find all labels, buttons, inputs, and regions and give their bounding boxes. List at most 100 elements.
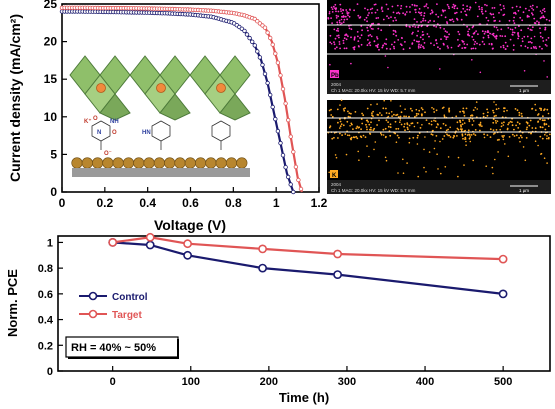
jv-xtick-label: 0.4 xyxy=(139,196,156,210)
k-signal-dot xyxy=(384,156,387,159)
pb-signal-dot xyxy=(442,9,445,12)
pb-signal-dot xyxy=(457,45,460,48)
pb-signal-dot xyxy=(451,6,454,9)
pb-signal-dot xyxy=(455,11,458,14)
k-signal-dot xyxy=(339,127,341,129)
pb-signal-dot xyxy=(483,43,486,46)
pb-signal-dot xyxy=(508,19,511,22)
pb-signal-dot xyxy=(348,15,351,18)
k-signal-dot xyxy=(443,114,446,116)
pb-signal-dot xyxy=(498,12,500,14)
pb-signal-dot xyxy=(496,29,499,31)
k-signal-dot xyxy=(530,132,532,135)
pb-signal-dot xyxy=(422,45,424,48)
k-signal-dot xyxy=(457,128,460,131)
k-signal-dot xyxy=(397,172,399,174)
pb-signal-dot xyxy=(546,45,548,47)
k-signal-dot xyxy=(548,125,550,127)
k-signal-dot xyxy=(330,108,332,111)
pb-signal-dot xyxy=(397,11,400,14)
pb-signal-dot xyxy=(425,5,427,7)
k-signal-dot xyxy=(385,119,388,122)
pb-signal-dot xyxy=(339,47,341,50)
jv-point-1 xyxy=(298,186,304,192)
k-signal-dot xyxy=(448,134,451,137)
pb-signal-dot xyxy=(491,7,494,9)
jv-point-0 xyxy=(286,174,291,180)
pb-signal-dot xyxy=(423,47,425,49)
pb-signal-dot xyxy=(378,48,380,51)
pb-signal-dot xyxy=(450,46,453,49)
k-signal-dot xyxy=(436,123,439,125)
pb-signal-dot xyxy=(386,15,388,18)
k-signal-dot xyxy=(408,115,410,118)
k-signal-dot xyxy=(465,107,468,110)
pb-signal-dot xyxy=(381,6,383,9)
jv-point-1 xyxy=(270,42,275,47)
pb-signal-dot xyxy=(538,45,541,48)
k-signal-dot xyxy=(493,115,496,118)
k-signal-dot xyxy=(547,118,550,120)
pb-signal-dot xyxy=(376,46,379,49)
jv-ylabel: Current density (mA/cm²) xyxy=(7,14,23,182)
pb-signal-dot xyxy=(328,12,331,15)
pb-signal-dot xyxy=(474,40,477,43)
k-signal-dot xyxy=(416,143,419,145)
pb-signal-dot xyxy=(501,35,504,37)
jv-ytick-label: 0 xyxy=(50,185,57,199)
pb-signal-dot xyxy=(405,25,408,28)
k-signal-dot xyxy=(408,137,411,140)
pb-signal-dot xyxy=(530,47,533,49)
pb-signal-dot xyxy=(539,32,542,34)
jv-point-0 xyxy=(249,39,255,44)
pb-signal-dot xyxy=(456,7,459,10)
pb-signal-dot xyxy=(499,4,502,6)
pb-signal-dot xyxy=(530,41,533,44)
k-signal-dot xyxy=(548,137,550,140)
k-signal-dot xyxy=(514,108,517,110)
pb-signal-dot xyxy=(396,4,399,7)
k-signal-dot xyxy=(354,111,357,113)
jv-point-1 xyxy=(280,86,286,92)
jv-point-0 xyxy=(244,32,250,37)
pb-signal-dot xyxy=(492,16,495,19)
pb-signal-dot xyxy=(487,19,490,22)
pb-signal-dot xyxy=(366,26,369,29)
pb-signal-dot xyxy=(420,21,422,23)
k-signal-dot xyxy=(382,134,385,136)
k-signal-dot xyxy=(513,128,515,131)
pb-signal-dot xyxy=(327,17,330,19)
k-signal-dot xyxy=(528,124,531,127)
pb-signal-dot xyxy=(377,43,379,46)
pb-signal-dot xyxy=(492,34,495,37)
pb-signal-dot xyxy=(391,43,393,46)
k-signal-dot xyxy=(472,120,475,122)
k-signal-dot xyxy=(497,151,499,153)
jv-point-0 xyxy=(275,128,281,134)
pb-signal-dot xyxy=(473,31,476,34)
k-signal-dot xyxy=(517,127,520,129)
pb-signal-dot xyxy=(476,42,478,45)
pb-signal-dot xyxy=(392,29,395,32)
k-signal-dot xyxy=(457,156,460,159)
k-signal-dot xyxy=(461,134,464,137)
pb-signal-dot xyxy=(477,33,479,36)
pb-signal-dot xyxy=(457,39,459,41)
k-signal-dot xyxy=(335,156,338,159)
k-signal-dot xyxy=(447,134,450,137)
pb-signal-dot xyxy=(339,8,342,10)
k-signal-dot xyxy=(340,123,343,126)
pb-signal-dot xyxy=(503,13,506,16)
k-signal-dot xyxy=(463,164,465,166)
pb-signal-dot xyxy=(536,6,538,8)
k-signal-dot xyxy=(518,137,520,139)
k-signal-dot xyxy=(387,115,390,118)
k-signal-dot xyxy=(385,107,387,110)
k-signal-dot xyxy=(414,115,416,118)
pb-signal-dot xyxy=(545,39,548,41)
substrate-atom xyxy=(215,157,227,169)
pb-signal-dot xyxy=(422,38,424,41)
k-signal-dot xyxy=(519,140,521,143)
pb-signal-dot xyxy=(393,45,395,48)
